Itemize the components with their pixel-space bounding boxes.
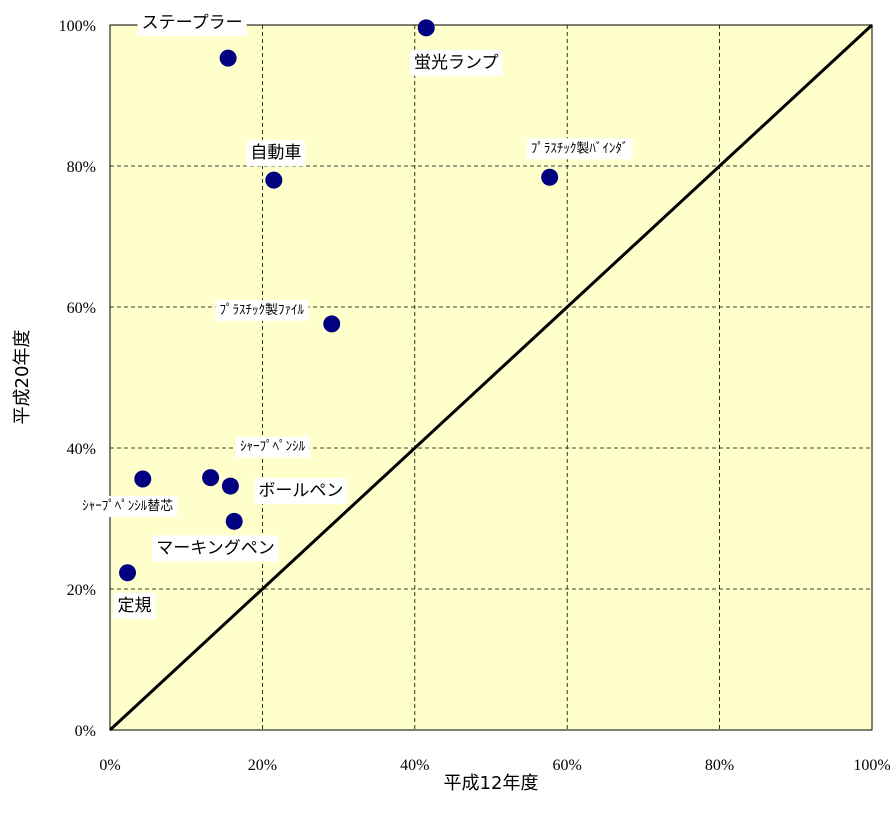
data-point — [225, 512, 243, 530]
y-tick-label: 0% — [75, 723, 96, 740]
point-label-background — [526, 138, 633, 160]
point-label: ボールペン — [258, 481, 343, 501]
point-label-background — [152, 535, 279, 562]
point-label-background — [254, 478, 348, 505]
point-label-background — [113, 592, 156, 619]
data-point — [202, 469, 220, 487]
data-point — [221, 477, 239, 495]
point-label-background — [215, 299, 309, 321]
x-tick-label: 80% — [705, 757, 734, 774]
point-label: マーキングペン — [156, 538, 275, 558]
data-point — [541, 168, 559, 186]
y-tick-label: 40% — [67, 441, 96, 458]
point-label: 自動車 — [250, 143, 301, 163]
data-point — [119, 564, 137, 582]
y-tick-label: 20% — [67, 582, 96, 599]
point-label: 蛍光ランプ — [414, 53, 499, 73]
point-label: ﾌﾟﾗｽﾁｯｸ製ﾌｧｲﾙ — [219, 303, 304, 318]
data-point — [417, 19, 435, 37]
x-axis-title: 平成12年度 — [444, 773, 539, 794]
point-label-background — [236, 436, 310, 458]
data-points — [119, 19, 559, 582]
point-label: ｼｬｰﾌﾟﾍﾟﾝｼﾙ替芯 — [82, 499, 173, 514]
point-label: ｼｬｰﾌﾟﾍﾟﾝｼﾙ — [240, 440, 306, 455]
y-tick-label: 100% — [59, 18, 96, 35]
point-label: ﾌﾟﾗｽﾁｯｸ製ﾊﾞｲﾝﾀﾞ — [531, 141, 629, 156]
x-axis-ticks: 0% 20% 40% 60% 80% 100% — [99, 757, 890, 774]
y-tick-label: 60% — [67, 300, 96, 317]
point-label-background — [409, 49, 503, 76]
point-label: 定規 — [118, 596, 152, 616]
data-point — [323, 315, 341, 333]
data-point — [134, 470, 152, 488]
x-tick-label: 100% — [853, 757, 890, 774]
y-axis-title: 平成20年度 — [12, 330, 33, 425]
data-point — [219, 49, 237, 67]
x-tick-label: 60% — [553, 757, 582, 774]
point-label-background — [137, 10, 247, 37]
point-label: ステープラー — [142, 13, 243, 33]
x-tick-label: 20% — [248, 757, 277, 774]
y-axis-ticks: 0% 20% 40% 60% 80% 100% — [59, 18, 96, 740]
data-point — [265, 171, 283, 189]
point-label-background — [78, 496, 178, 518]
y-tick-label: 80% — [67, 159, 96, 176]
x-tick-label: 0% — [99, 757, 120, 774]
x-tick-label: 40% — [400, 757, 429, 774]
reference-diagonal-line — [108, 23, 874, 732]
point-label-background — [246, 140, 306, 167]
